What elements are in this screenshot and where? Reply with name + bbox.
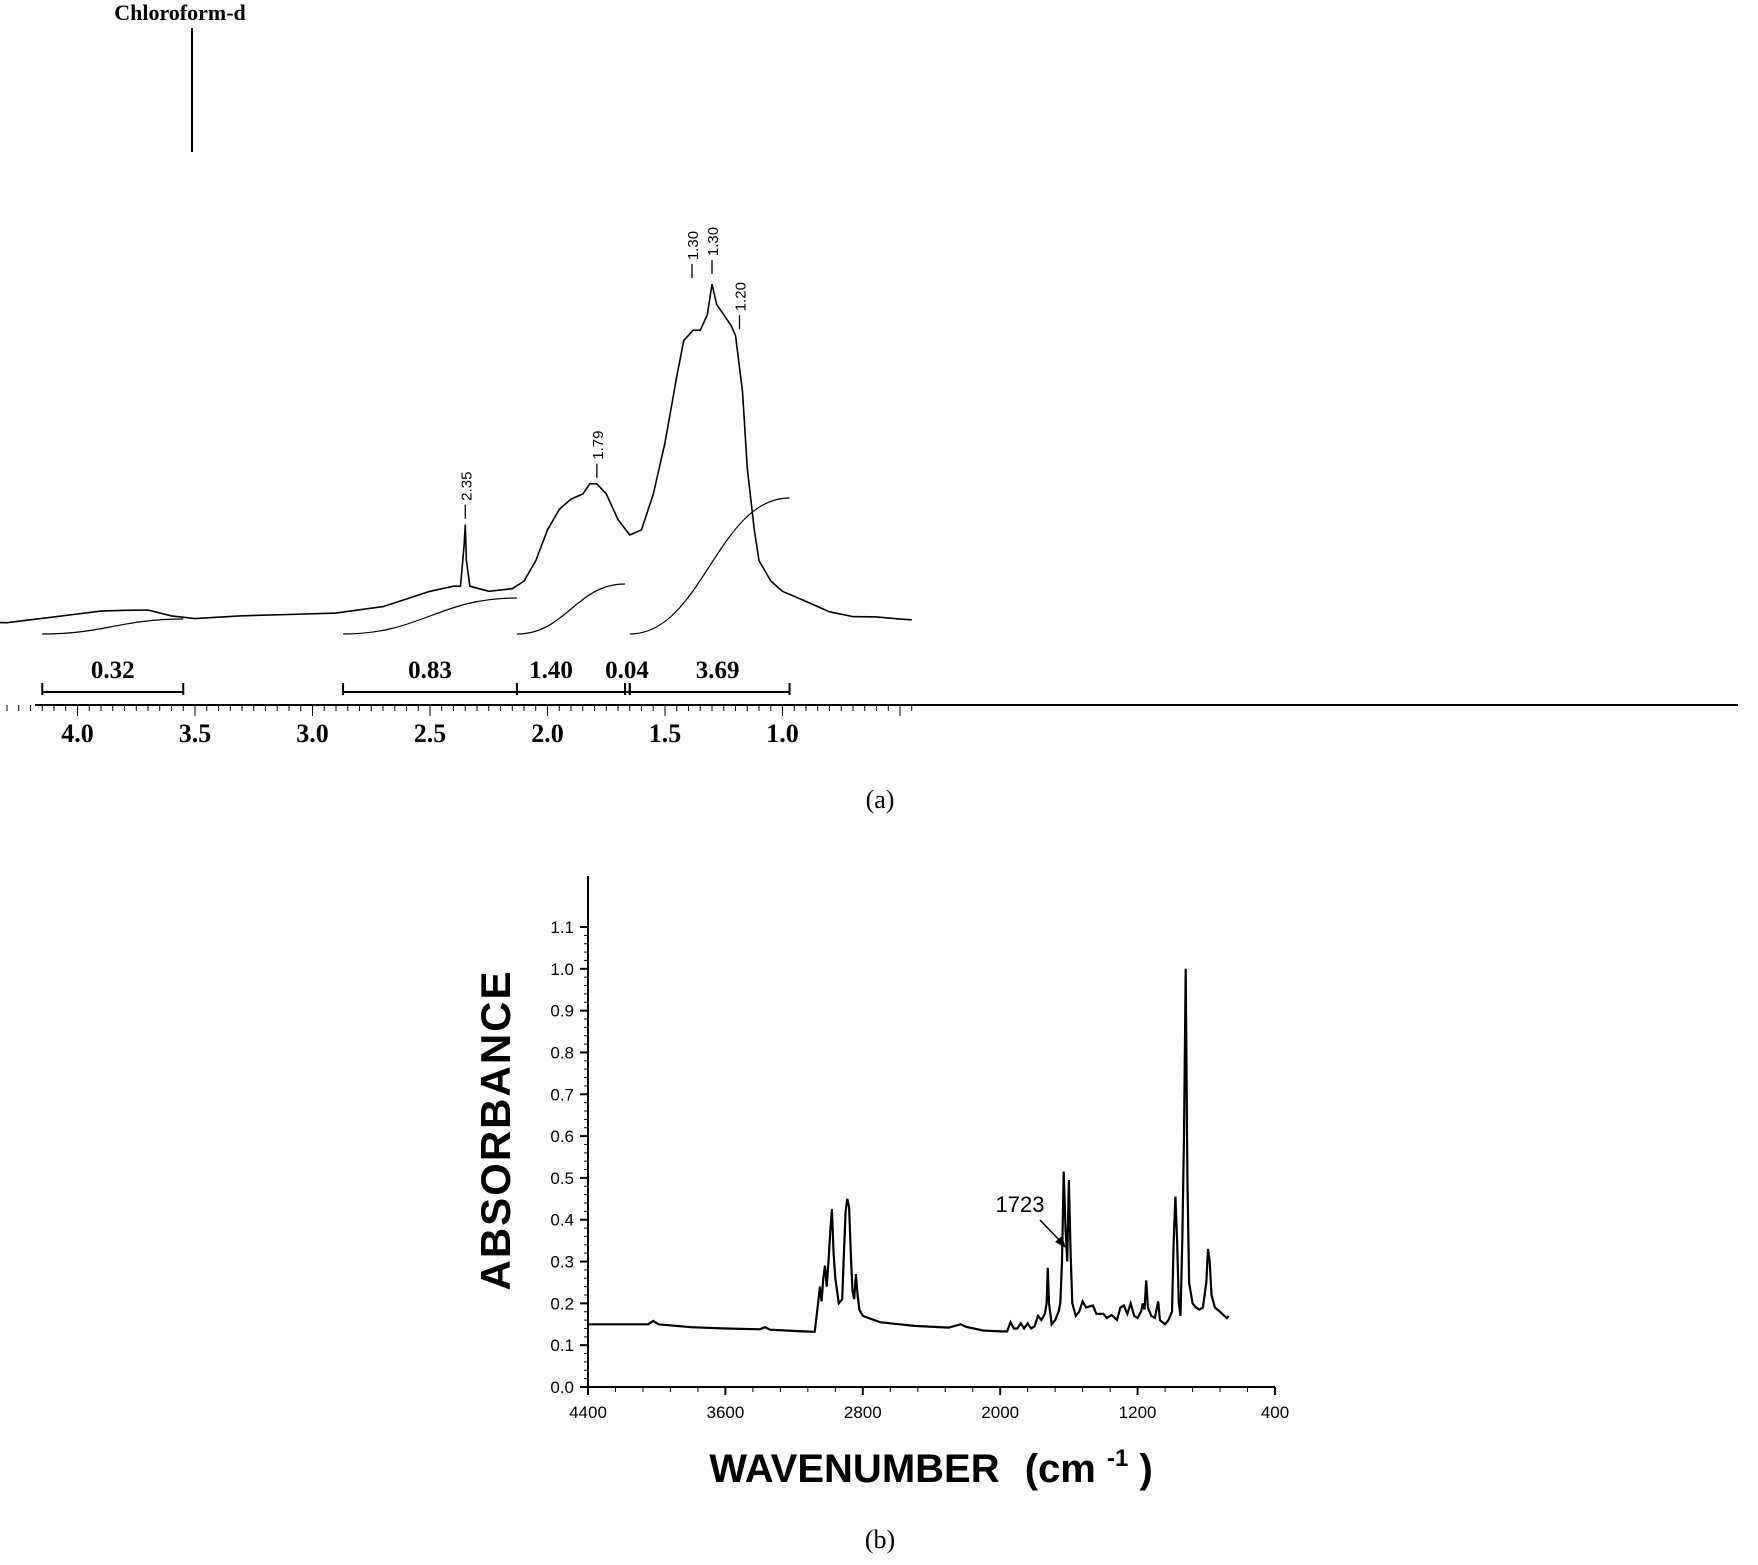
integral-curve (516, 583, 626, 635)
ir-y-tick-label: 0.6 (550, 1127, 574, 1146)
ir-y-tick-label: 0.5 (550, 1169, 574, 1188)
ir-y-tick-label: 1.0 (550, 960, 574, 979)
solvent-label: Chloroform-d (114, 0, 246, 25)
nmr-x-tick-label: 3.5 (179, 719, 212, 748)
ir-annotation: 1723 (996, 1192, 1066, 1248)
integral-brackets: 4.512.000.320.831.400.043.69 (41, 657, 791, 695)
ir-y-tick-label: 1.1 (550, 918, 574, 937)
ir-y-tick-label: 0.1 (550, 1336, 574, 1355)
peak-label: 1.20 (733, 282, 750, 311)
integral-value: 3.69 (696, 657, 740, 684)
annotation-arrowhead (1055, 1236, 1066, 1248)
ir-x-tick-label: 1200 (1119, 1403, 1157, 1422)
peak-label: 2.35 (458, 472, 475, 501)
ir-y-tick-label: 0.9 (550, 1002, 574, 1021)
ir-y-tick-label: 0.8 (550, 1043, 574, 1062)
ir-x-ticks: 4400 3600 2800 2000 1200 400 (569, 1387, 1289, 1422)
ir-x-tick-label: 2000 (981, 1403, 1019, 1422)
ir-y-tick-label: 0.4 (550, 1211, 574, 1230)
ir-y-ticks: 0.0 0.1 0.2 0.3 0.4 0.5 0.6 0.7 0.8 0.9 1.0 1.1 (550, 918, 588, 1397)
nmr-x-tick-labels: 7.57.06.56.05.55.04.54.03.53.02.52.01.51… (61, 719, 799, 748)
ir-x-axis-unit: (cm (1025, 1447, 1096, 1491)
ir-y-tick-label: 0.7 (550, 1085, 574, 1104)
peak-label: 1.30 (685, 231, 702, 260)
peak-label: 1.30 (705, 227, 722, 256)
integral-curve (343, 597, 517, 635)
integral-value: 0.04 (605, 657, 649, 684)
nmr-x-tick-label: 4.0 (61, 719, 94, 748)
ir-x-axis-unit-close: ) (1139, 1447, 1152, 1491)
nmr-spectrum-line (0, 283, 912, 624)
nmr-x-minor-ticks (6, 705, 913, 716)
ir-x-axis-label: WAVENUMBER (cm -1 ) (709, 1431, 1153, 1491)
nmr-x-tick-label: 1.5 (649, 719, 682, 748)
ir-x-tick-label: 3600 (706, 1403, 744, 1422)
peak-labels: 7.257.046.562.351.791.301.301.20 (458, 227, 750, 519)
annotation-1723: 1723 (996, 1192, 1045, 1217)
integral-value: 0.32 (91, 657, 135, 684)
ir-y-tick-label: 0.2 (550, 1294, 574, 1313)
nmr-x-tick-label: 2.0 (531, 719, 564, 748)
nmr-spectrum-panel: Chloroform-d 7.257.046.562.351.791.301.3… (0, 0, 1738, 814)
nmr-x-tick-label: 3.0 (296, 719, 329, 748)
ir-spectrum-line (588, 968, 1230, 1333)
ir-y-tick-label: 0.0 (550, 1378, 574, 1397)
nmr-x-tick-label: 2.5 (414, 719, 447, 748)
ir-x-tick-label: 4400 (569, 1403, 607, 1422)
integral-value: 0.83 (408, 657, 452, 684)
ir-y-tick-label: 0.3 (550, 1253, 574, 1272)
caption-b: (b) (865, 1525, 895, 1554)
integral-curves (42, 497, 790, 635)
integral-curve (42, 618, 184, 635)
ir-x-axis-unit-superscript: -1 (1107, 1445, 1128, 1472)
integral-curve (629, 497, 790, 635)
nmr-x-tick-label: 1.0 (766, 719, 799, 748)
ir-x-axis-label-text: WAVENUMBER (709, 1447, 999, 1491)
caption-a: (a) (866, 785, 895, 814)
ir-x-tick-label: 2800 (844, 1403, 882, 1422)
ir-x-tick-label: 400 (1261, 1403, 1289, 1422)
integral-value: 1.40 (529, 657, 573, 684)
ir-y-axis-label: ABSORBANCE (472, 969, 519, 1290)
ir-spectrum-panel: 0.0 0.1 0.2 0.3 0.4 0.5 0.6 0.7 0.8 0.9 1.0 1.1 440… (472, 876, 1289, 1554)
peak-label: 1.79 (590, 431, 607, 460)
